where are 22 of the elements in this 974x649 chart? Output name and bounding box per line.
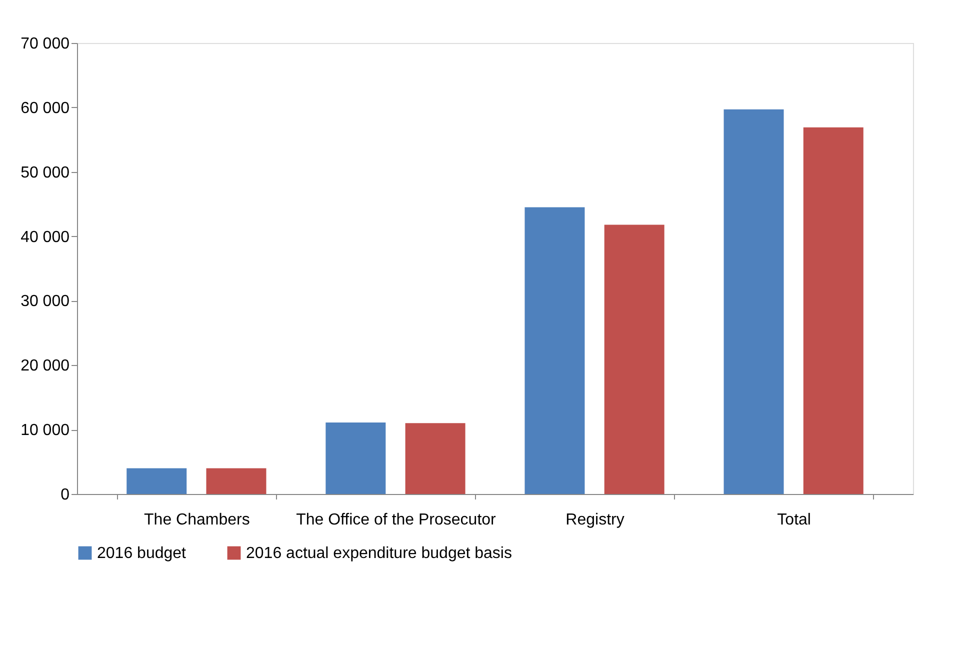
bar: [405, 423, 466, 494]
x-tick-label: Registry: [566, 512, 624, 528]
bar: [724, 109, 784, 494]
x-tick-label: The Office of the Prosecutor: [296, 512, 497, 528]
y-tick-label: 40 000: [20, 228, 70, 246]
bar: [604, 224, 664, 494]
bar: [326, 422, 386, 494]
y-tick-label: 10 000: [20, 422, 70, 440]
bar: [524, 207, 585, 494]
x-tick-label: The Chambers: [144, 512, 250, 528]
bar: [206, 468, 266, 494]
y-tick-label: 30 000: [20, 293, 70, 310]
y-tick-label: 70 000: [20, 36, 70, 52]
legend-label: 2016 actual expenditure budget basis: [246, 545, 512, 562]
y-tick-label: 0: [60, 486, 70, 504]
y-tick-label: 20 000: [20, 358, 70, 375]
legend-label: 2016 budget: [97, 545, 187, 562]
y-tick-label: 60 000: [20, 100, 70, 117]
bar: [803, 127, 864, 494]
bar: [126, 468, 187, 494]
x-tick-label: Total: [777, 512, 811, 528]
y-tick-label: 50 000: [20, 164, 70, 182]
